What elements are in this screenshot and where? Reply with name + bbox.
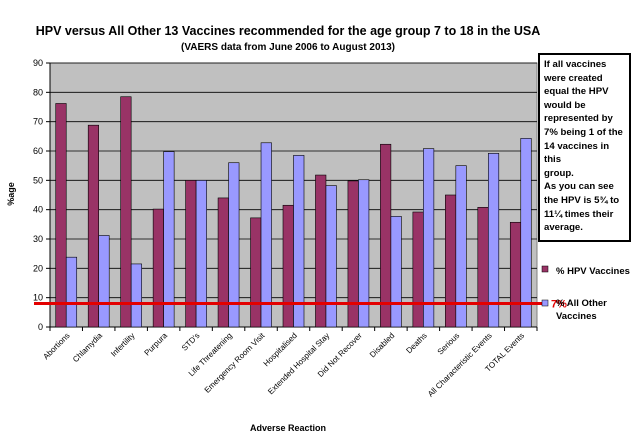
bar-hpv	[152, 208, 164, 328]
y-tick-label: 90	[33, 58, 43, 68]
bar-other	[520, 138, 532, 328]
legend-swatch-other	[541, 299, 549, 307]
bar-other	[228, 162, 240, 328]
legend: % HPV Vaccines % All Other Vaccines	[541, 265, 630, 322]
bar-other	[163, 151, 175, 328]
bar-other	[325, 185, 337, 328]
bar-other	[195, 180, 207, 328]
legend-label-other-line2: Vaccines	[556, 311, 597, 322]
bar-hpv	[347, 180, 359, 328]
legend-label-hpv: % HPV Vaccines	[556, 266, 630, 277]
annotation-line: 7% being 1 of the	[544, 126, 623, 138]
x-tick-label: Serious	[436, 331, 462, 357]
bar-other	[130, 263, 142, 328]
bar-hpv	[55, 103, 67, 328]
y-tick-label: 20	[33, 263, 43, 273]
bar-hpv	[120, 96, 132, 328]
bar-hpv	[250, 217, 262, 328]
annotation-line: As you can see	[544, 181, 614, 193]
x-tick-label: Abortions	[41, 331, 71, 361]
bar-hpv	[282, 204, 294, 328]
bar-hpv	[412, 211, 424, 328]
annotation-line: 14 vaccines in this	[544, 140, 610, 166]
annotation-line: If all vaccines	[544, 59, 607, 70]
x-tick-label: Deaths	[404, 331, 428, 355]
annotation-line: group.	[544, 167, 574, 179]
bar-hpv	[217, 197, 229, 328]
annotation-line: the HPV is 5¾ to	[544, 194, 620, 206]
x-tick-label: Purpura	[143, 331, 170, 358]
legend-swatch-hpv	[541, 265, 549, 273]
chart-title: HPV versus All Other 13 Vaccines recomme…	[36, 24, 541, 38]
reference-line-label: 7%	[551, 299, 567, 311]
annotation-line: 11¼ times their	[544, 208, 614, 220]
annotation-line: average.	[544, 222, 583, 234]
bar-other	[487, 153, 500, 328]
bar-hpv	[445, 194, 457, 328]
bar-other	[65, 256, 78, 328]
y-axis-title: %age	[6, 182, 16, 206]
y-tick-label: 0	[38, 322, 43, 332]
bar-hpv	[380, 143, 392, 328]
bar-other	[390, 216, 402, 328]
bar-other	[293, 155, 305, 328]
y-tick-label: 80	[33, 87, 43, 97]
annotation-line: were created	[544, 72, 603, 84]
bar-hpv	[477, 207, 489, 328]
y-tick-label: 40	[33, 205, 43, 215]
legend-label-other-line1: % All Other	[556, 298, 607, 309]
bar-other	[455, 165, 467, 328]
x-axis-title: Adverse Reaction	[250, 423, 326, 433]
y-tick-label: 30	[33, 234, 43, 244]
bar-hpv	[509, 221, 522, 328]
y-tick-label: 70	[33, 117, 43, 127]
x-tick-label: Infertility	[109, 331, 136, 358]
x-tick-label: Chlamydia	[71, 331, 104, 364]
x-tick-label: Emergency Room Visit	[203, 331, 267, 395]
bar-other	[260, 142, 272, 328]
x-tick-label: All Characteristic Events	[426, 331, 494, 399]
x-tick-label: STD's	[180, 331, 202, 353]
y-tick-label: 50	[33, 175, 43, 185]
annotation-box: If all vaccines were created equal the H…	[538, 53, 631, 242]
bar-other	[98, 235, 110, 328]
annotation-line: represented by	[544, 113, 613, 125]
y-tick-label: 60	[33, 146, 43, 156]
chart-subtitle: (VAERS data from June 2006 to August 201…	[181, 42, 395, 53]
y-tick-label: 10	[33, 293, 43, 303]
annotation-line: would be	[544, 99, 586, 111]
bar-other	[358, 179, 370, 328]
x-tick-label: Extended Hospital Stay	[266, 331, 331, 396]
annotation-line: equal the HPV	[544, 86, 609, 98]
bar-hpv	[87, 124, 99, 328]
bar-other	[423, 148, 435, 328]
x-tick-label: Disabled	[368, 331, 396, 359]
